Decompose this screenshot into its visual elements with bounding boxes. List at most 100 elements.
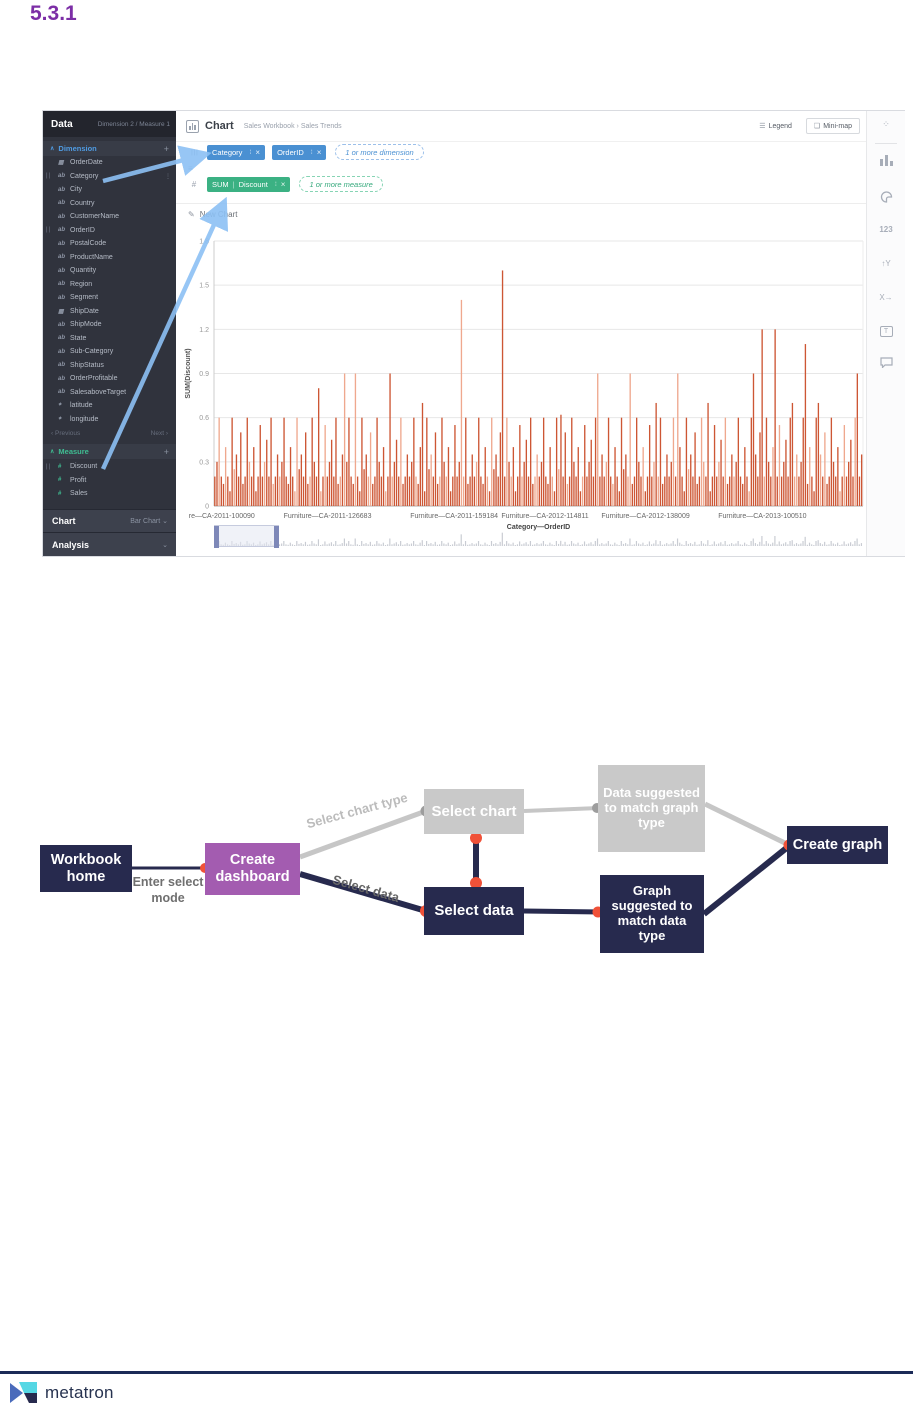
measure-section-header[interactable]: ∧ Measure + [43,444,176,459]
calendar-field-icon: ▦ [58,308,64,315]
section-heading: 5.3.1 [30,2,77,25]
footer-brand: metatron [10,1381,114,1404]
dimension-field-longitude[interactable]: ⌖ longitude [43,413,176,427]
svg-text:1.5: 1.5 [199,283,209,290]
chart-type-value[interactable]: Bar Chart ⌄ [130,518,168,525]
field-name: OrderDate [70,159,103,167]
previous-page-button[interactable]: ‹ Previous [51,429,81,437]
dimension-shelf[interactable]: ☰ Category ⁞ × OrderID ⁞ × 1 or more dim… [176,141,866,163]
svg-text:1.8: 1.8 [199,239,209,246]
new-chart-row: ✎ New Chart [176,203,866,224]
legend-icon: ☰ [759,123,766,130]
dimension-field-segment[interactable]: ab Segment [43,291,176,305]
chart-type-icon[interactable] [867,155,905,168]
text-field-icon: ab [58,348,66,355]
dimension-field-quantity[interactable]: ab Quantity [43,264,176,278]
page-title: Chart [205,120,234,132]
dimension-chip-category[interactable]: Category ⁞ × [207,144,266,160]
field-name: latitude [70,402,93,410]
dimension-field-orderdate[interactable]: ▦ OrderDate [43,156,176,170]
svg-text:0: 0 [205,504,209,511]
settings-dots-icon[interactable]: ⁘ [882,119,890,129]
dimension-field-sub-category[interactable]: ab Sub-Category [43,345,176,359]
dimension-list: ▦ OrderDate || ab Category ⋮ ab City ab Country ab… [43,156,176,426]
legend-button[interactable]: ☰ Legend [751,118,800,134]
diagram-connectors [132,801,795,918]
add-dimension-button[interactable]: + [163,143,169,154]
dimension-field-postalcode[interactable]: ab PostalCode [43,237,176,251]
text-field-icon: ab [58,186,66,193]
minimap-selection[interactable] [214,525,279,548]
field-name: OrderID [70,226,95,234]
dimension-field-salesabovetarget[interactable]: ab SalesaboveTarget [43,386,176,400]
measure-field-sales[interactable]: # Sales [43,487,176,501]
number-format-icon[interactable]: 123 [879,225,893,234]
minimap-strip[interactable] [214,525,863,548]
sort-axis-icon[interactable]: ↑Y [881,259,891,268]
add-measure-button[interactable]: + [163,446,169,457]
text-field-icon: ab [58,254,66,261]
dimension-field-region[interactable]: ab Region [43,278,176,292]
measure-list: || # Discount # Profit # Sales [43,460,176,501]
columns-shelf-icon: ☰ [189,148,199,156]
chip-remove-icon[interactable]: × [255,147,261,157]
dimension-field-shipdate[interactable]: ▦ ShipDate [43,305,176,319]
dimension-field-latitude[interactable]: ⌖ latitude [43,399,176,413]
text-label-icon[interactable]: T [867,325,905,337]
measure-field-profit[interactable]: # Profit [43,474,176,488]
field-options-icon[interactable]: ⋮ [165,173,171,180]
chip-options-icon[interactable]: ⁞ [310,148,313,156]
edge-label-enter-select-mode: Enter select mode [132,875,204,905]
pivot-rows-icon[interactable]: ≡ [188,164,193,173]
minimap-handle-right[interactable] [274,526,279,548]
svg-text:1.2: 1.2 [199,327,209,334]
diagram-node-graph-suggested: Graph suggested to match data type [600,875,704,953]
field-name: Region [70,280,93,288]
chart-section-bar[interactable]: Chart Bar Chart ⌄ [43,509,176,532]
diagram-node-data-suggested: Data suggested to match graph type [598,765,705,852]
dimension-field-customername[interactable]: ab CustomerName [43,210,176,224]
new-chart-label: New Chart [199,209,238,219]
chip-options-icon[interactable]: ⁞ [249,148,252,156]
text-field-icon: ab [58,294,66,301]
dimension-field-state[interactable]: ab State [43,332,176,346]
minimap-button[interactable]: ❏ Mini-map [805,118,860,134]
dimension-field-orderid[interactable]: || ab OrderID [43,224,176,238]
chip-remove-icon[interactable]: × [280,179,286,189]
text-field-icon: ab [58,375,66,382]
measure-shelf-icon: # [191,179,197,189]
dimension-field-productname[interactable]: ab ProductName [43,251,176,265]
dimension-field-shipstatus[interactable]: ab ShipStatus [43,359,176,373]
metatron-logo [10,1382,37,1403]
field-name: ShipMode [70,321,102,329]
dimension-field-category[interactable]: || ab Category ⋮ [43,170,176,184]
dimension-chip-orderid[interactable]: OrderID ⁞ × [272,144,327,160]
dimension-field-orderprofitable[interactable]: ab OrderProfitable [43,372,176,386]
chart-section-label: Chart [52,516,76,526]
x-axis-icon[interactable]: X→ [879,293,893,302]
tooltip-icon[interactable] [867,357,905,370]
color-palette-icon[interactable] [867,191,905,205]
next-page-button[interactable]: Next › [150,429,168,437]
minimap-bars [214,532,863,546]
dimension-section-header[interactable]: ∧ Dimension + [43,141,176,156]
field-name: ShipDate [70,307,99,315]
measure-shelf[interactable]: # SUM | Discount ⁞ × 1 or more measure [176,173,866,195]
chip-options-icon[interactable]: ⁞ [274,180,277,188]
chart-header: Chart Sales Workbook › Sales Trends ☰ Leg… [176,111,866,142]
svg-text:SUM(Discount): SUM(Discount) [185,348,192,398]
analysis-section-bar[interactable]: Analysis ⌄ [43,532,176,556]
dimension-field-country[interactable]: ab Country [43,197,176,211]
field-in-use-grip: || [46,173,52,180]
minimap-handle-left[interactable] [214,526,219,548]
chart-options-toolbar: ⁘ 123 ↑Y X→ T [866,111,905,556]
measure-chip-discount[interactable]: SUM | Discount ⁞ × [207,176,291,192]
bar-chart-plot[interactable]: 0 0.3 0.6 0.9 1.2 1.5 1.8 re—CA-2011-100090 Furn… [176,231,866,533]
text-field-icon: ab [58,321,66,328]
chart-tab-icon [186,119,199,133]
measure-field-discount[interactable]: || # Discount [43,460,176,474]
dimension-field-city[interactable]: ab City [43,183,176,197]
chip-remove-icon[interactable]: × [316,147,322,157]
dimension-field-shipmode[interactable]: ab ShipMode [43,318,176,332]
